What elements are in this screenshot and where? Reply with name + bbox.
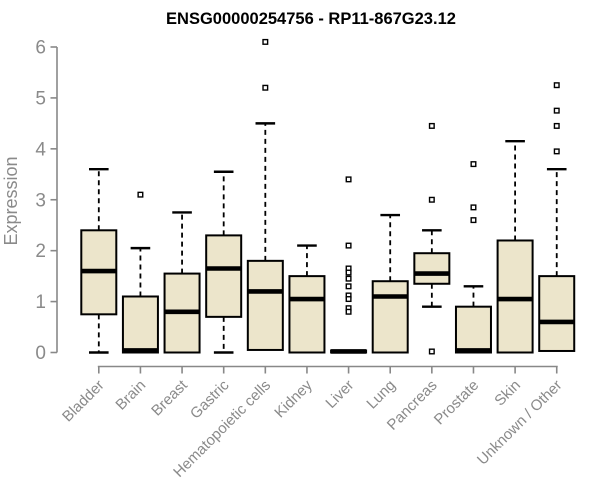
outlier-point [428, 196, 435, 203]
y-tick-label: 4 [35, 139, 46, 160]
box-unknown-other [538, 82, 576, 352]
iqr-box [496, 239, 534, 354]
outlier-point [428, 348, 435, 355]
outlier-point [345, 283, 352, 290]
box-kidney [288, 244, 326, 354]
iqr-box [454, 305, 492, 354]
box-brain [121, 191, 159, 354]
x-tick-label-breast: Breast [148, 376, 191, 419]
y-tick-label: 3 [35, 190, 46, 211]
box-pancreas [413, 122, 451, 355]
box-prostate [454, 161, 492, 354]
box-series [80, 38, 576, 355]
outlier-point [553, 82, 560, 89]
box-hematopoietic-cells [246, 38, 284, 351]
x-tick-label-brain: Brain [112, 377, 149, 414]
x-tick-label-kidney: Kidney [271, 376, 316, 421]
outlier-point [262, 84, 269, 91]
outlier-point [345, 275, 352, 282]
outlier-point [345, 269, 352, 276]
y-tick-label: 1 [35, 292, 46, 313]
x-tick-label-lung: Lung [363, 377, 399, 413]
iqr-box [413, 252, 451, 285]
outlier-point [428, 122, 435, 129]
outlier-point [137, 191, 144, 198]
outlier-point [470, 217, 477, 224]
iqr-box [371, 280, 409, 354]
outlier-point [345, 308, 352, 315]
outlier-point [470, 204, 477, 211]
y-tick-label: 0 [35, 343, 46, 364]
iqr-box [288, 275, 326, 354]
outlier-point [553, 107, 560, 114]
iqr-box [246, 259, 284, 351]
y-tick-label: 6 [35, 38, 46, 59]
outlier-point [553, 148, 560, 155]
x-tick-label-bladder: Bladder [59, 377, 108, 426]
iqr-box [538, 275, 576, 352]
box-liver [330, 176, 368, 354]
box-breast [163, 211, 201, 354]
outlier-point [262, 38, 269, 45]
y-tick-label: 5 [35, 88, 46, 109]
iqr-box [121, 295, 159, 354]
box-gastric [205, 170, 243, 354]
box-skin [496, 139, 534, 354]
outlier-point [345, 296, 352, 303]
x-tick-label-skin: Skin [491, 377, 524, 410]
outlier-point [345, 242, 352, 249]
outlier-point [553, 122, 560, 129]
chart-title: ENSG00000254756 - RP11-867G23.12 [166, 10, 456, 28]
y-tick-label: 2 [35, 241, 46, 262]
x-tick-label-prostate: Prostate [431, 377, 483, 429]
y-axis-label: Expression [1, 156, 21, 245]
box-bladder [80, 167, 118, 354]
box-lung [371, 213, 409, 354]
outlier-point [470, 161, 477, 168]
outlier-point [345, 176, 352, 183]
x-tick-label-liver: Liver [322, 377, 357, 412]
iqr-box [205, 234, 243, 318]
